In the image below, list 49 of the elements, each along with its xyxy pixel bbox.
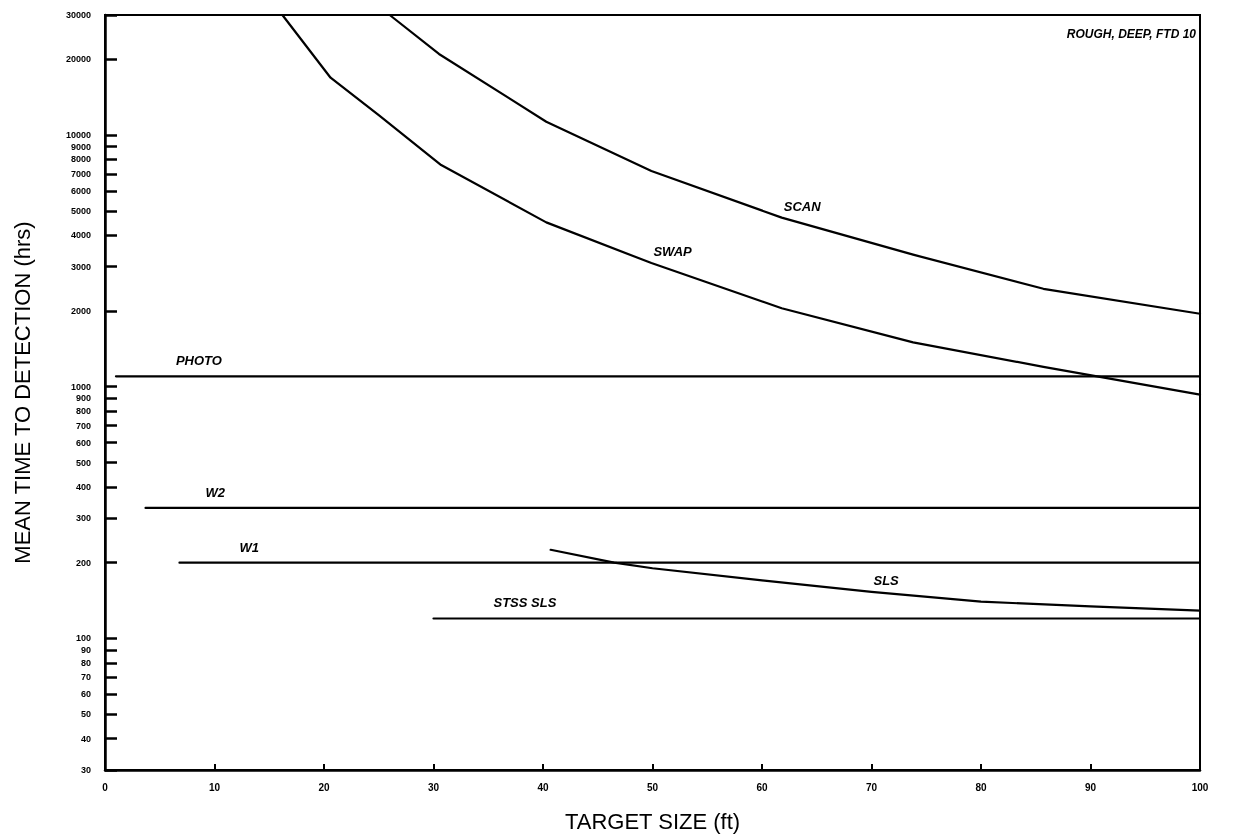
x-tick-label: 60 — [756, 781, 768, 793]
x-tick-label: 10 — [208, 781, 221, 793]
y-tick-label: 1000 — [70, 381, 91, 392]
y-tick-label: 10000 — [65, 130, 91, 141]
x-tick-label: 100 — [1191, 781, 1209, 793]
series-label: W2 — [205, 484, 226, 500]
y-tick-label: 900 — [75, 393, 91, 404]
y-tick-label: 30000 — [65, 10, 91, 20]
x-tick-label: 20 — [318, 781, 330, 793]
y-axis-title: MEAN TIME TO DETECTION (hrs) — [9, 221, 35, 564]
x-tick-label: 0 — [102, 781, 109, 793]
y-tick-label: 50 — [80, 709, 91, 720]
y-tick-label: 100 — [75, 633, 91, 644]
series-label: SCAN — [783, 198, 822, 214]
y-tick-label: 8000 — [70, 154, 91, 165]
y-tick-label: 80 — [80, 657, 91, 668]
y-tick-label: 6000 — [70, 185, 91, 196]
y-tick-label: 9000 — [70, 141, 91, 152]
y-tick-label: 20000 — [65, 54, 91, 65]
x-tick-label: 80 — [975, 781, 987, 793]
series-label: STSS SLS — [493, 595, 557, 611]
y-tick-label: 70 — [80, 672, 91, 683]
y-tick-label: 30 — [80, 765, 91, 775]
y-tick-label: 60 — [80, 689, 91, 700]
y-tick-label: 200 — [75, 557, 91, 568]
y-tick-label: 600 — [75, 437, 91, 448]
y-tick-label: 400 — [75, 481, 91, 492]
y-tick-label: 40 — [80, 733, 91, 744]
y-tick-label: 7000 — [70, 169, 91, 180]
series-label: SWAP — [653, 244, 693, 260]
series-label: W1 — [239, 539, 259, 555]
x-axis-title: TARGET SIZE (ft) — [564, 808, 741, 834]
y-tick-label: 5000 — [70, 205, 91, 216]
y-tick-label: 3000 — [70, 261, 91, 272]
y-tick-label: 300 — [75, 513, 91, 524]
y-tick-label: 4000 — [70, 230, 91, 241]
y-tick-label: 800 — [75, 406, 91, 417]
y-tick-label: 2000 — [70, 305, 91, 316]
x-tick-label: 70 — [865, 781, 878, 793]
annotation: ROUGH, DEEP, FTD 10 — [1066, 27, 1197, 41]
series-label: SLS — [873, 572, 900, 588]
x-tick-label: 90 — [1084, 781, 1097, 793]
series-label: PHOTO — [175, 353, 222, 369]
y-tick-label: 700 — [75, 420, 91, 431]
x-tick-label: 40 — [537, 781, 549, 793]
x-tick-label: 30 — [427, 781, 440, 793]
y-tick-label: 90 — [80, 644, 91, 655]
x-tick-label: 50 — [646, 781, 659, 793]
y-tick-label: 500 — [75, 457, 91, 468]
